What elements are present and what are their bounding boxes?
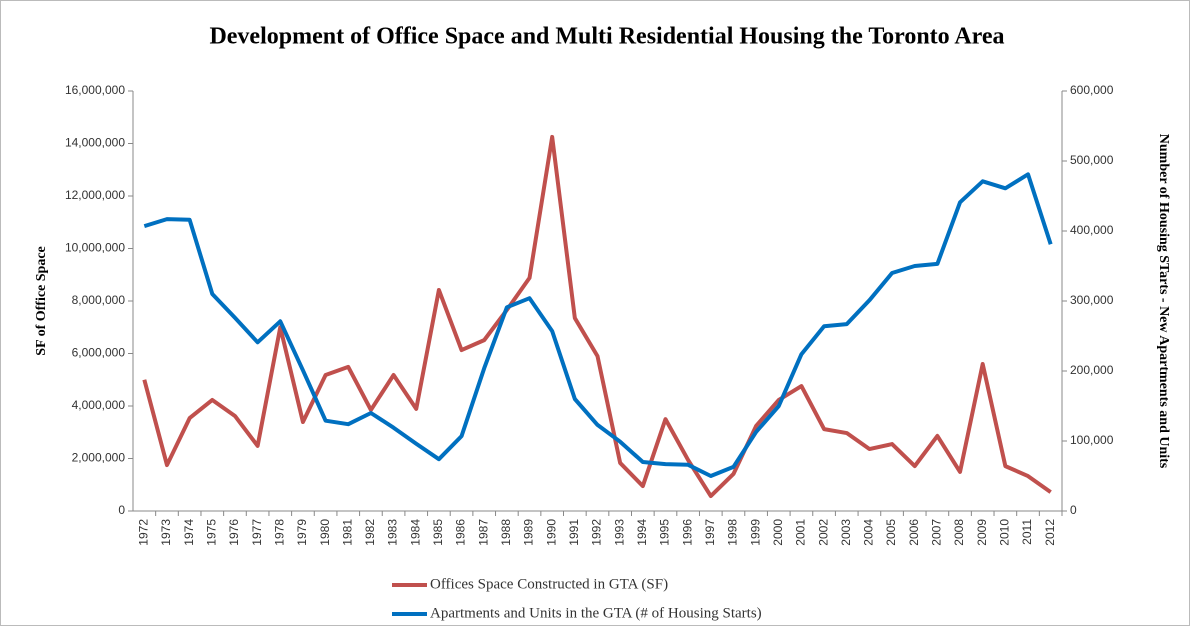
x-tick-label: 1997 [703, 519, 717, 546]
y2ticks-label: 100,000 [1070, 433, 1114, 447]
x-tick-label: 1990 [544, 519, 558, 546]
series-line [143, 172, 1053, 478]
x-tick-label: 1978 [272, 519, 286, 546]
x-tick-label: 1993 [612, 519, 626, 546]
x-tick-label: 1980 [318, 519, 332, 546]
y2ticks-label: 400,000 [1070, 223, 1114, 237]
x-tick-label: 2012 [1043, 519, 1057, 546]
x-tick-label: 1982 [363, 519, 377, 546]
x-tick-label: 1976 [227, 519, 241, 546]
legend-label: Offices Space Constructed in GTA (SF) [430, 576, 668, 592]
yticks-label: 4,000,000 [72, 398, 126, 412]
yticks-label: 14,000,000 [65, 136, 125, 150]
y2-axis-title: Number of Housing STarts - New Apartment… [1156, 134, 1171, 469]
y2ticks-label: 500,000 [1070, 153, 1114, 167]
x-tick-label: 1972 [137, 519, 151, 546]
x-tick-label: 2007 [930, 519, 944, 546]
x-tick-label: 2002 [816, 519, 830, 546]
x-tick-label: 1977 [250, 519, 264, 546]
x-tick-label: 1994 [635, 519, 649, 546]
x-tick-label: 1996 [680, 519, 694, 546]
y2ticks-label: 600,000 [1070, 83, 1114, 97]
yticks-label: 6,000,000 [72, 346, 126, 360]
x-tick-label: 1992 [590, 519, 604, 546]
x-tick-label: 1987 [476, 519, 490, 546]
y-axis-title: SF of Office Space [34, 246, 49, 356]
yticks-label: 2,000,000 [72, 451, 126, 465]
x-tick-label: 2009 [975, 519, 989, 546]
x-tick-label: 1974 [182, 519, 196, 546]
x-tick-label: 2008 [952, 519, 966, 546]
yticks-label: 8,000,000 [72, 293, 126, 307]
x-tick-label: 1995 [658, 519, 672, 546]
y2ticks-label: 200,000 [1070, 363, 1114, 377]
x-tick-label: 1975 [204, 519, 218, 546]
x-tick-label: 1979 [295, 519, 309, 546]
x-tick-label: 1988 [499, 519, 513, 546]
y2ticks-label: 0 [1070, 503, 1077, 517]
x-tick-label: 1989 [522, 519, 536, 546]
x-tick-label: 1985 [431, 519, 445, 546]
x-tick-label: 1999 [748, 519, 762, 546]
y2ticks-label: 300,000 [1070, 293, 1114, 307]
yticks-label: 16,000,000 [65, 83, 125, 97]
x-tick-label: 2011 [1020, 519, 1034, 545]
x-tick-label: 2006 [907, 519, 921, 546]
x-tick-label: 1998 [726, 519, 740, 546]
yticks-label: 10,000,000 [65, 241, 125, 255]
x-tick-label: 2003 [839, 519, 853, 546]
x-tick-label: 2001 [794, 519, 808, 546]
yticks-label: 12,000,000 [65, 188, 125, 202]
x-tick-label: 2004 [862, 519, 876, 546]
chart-title: Development of Office Space and Multi Re… [209, 24, 1004, 50]
x-tick-label: 1983 [386, 519, 400, 546]
yticks-label: 0 [118, 503, 125, 517]
series-line [142, 134, 1052, 499]
x-tick-label: 2005 [884, 519, 898, 546]
x-tick-label: 2010 [998, 519, 1012, 546]
x-tick-label: 2000 [771, 519, 785, 546]
legend-label: Apartments and Units in the GTA (# of Ho… [430, 605, 762, 621]
x-tick-label: 1986 [454, 519, 468, 546]
x-tick-label: 1984 [408, 519, 422, 546]
x-tick-label: 1991 [567, 519, 581, 546]
x-tick-label: 1981 [340, 519, 354, 546]
x-tick-label: 1973 [159, 519, 173, 546]
